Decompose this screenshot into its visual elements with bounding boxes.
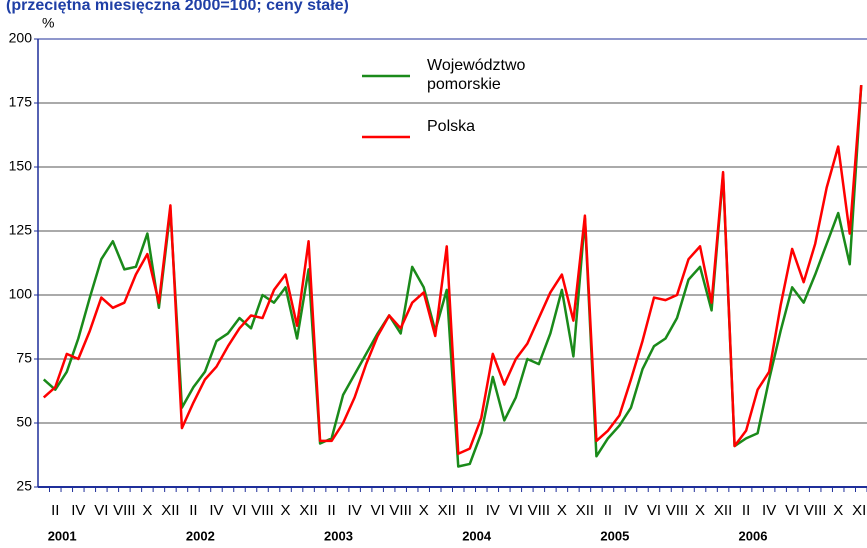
x-tick-label: X (142, 502, 152, 519)
legend-label: Województwo pomorskie (427, 57, 526, 93)
x-tick-label: VIII (804, 502, 827, 519)
x-tick-label: II (327, 502, 335, 519)
x-tick-label: IV (348, 502, 362, 519)
series-line (42, 84, 863, 468)
x-tick-label: VI (647, 502, 661, 519)
y-tick-label: 100 (9, 286, 33, 302)
x-tick-label: X (833, 502, 843, 519)
x-tick-label: VI (371, 502, 385, 519)
y-tick-label: 25 (16, 478, 32, 494)
year-label: 2004 (462, 528, 492, 543)
x-tick-label: VIII (666, 502, 689, 519)
x-tick-label: VI (785, 502, 799, 519)
x-tick-label: VIII (251, 502, 274, 519)
x-tick-label: XII (576, 502, 594, 519)
x-tick-label: II (466, 502, 474, 519)
year-label: 2005 (600, 528, 629, 543)
x-tick-label: IV (762, 502, 776, 519)
x-tick-label: VI (232, 502, 246, 519)
y-axis-label: % (42, 15, 54, 31)
y-tick-label: 125 (9, 222, 33, 238)
x-tick-label: II (51, 502, 59, 519)
x-tick-label: X (281, 502, 291, 519)
x-tick-label: VI (94, 502, 108, 519)
x-tick-label: II (189, 502, 197, 519)
year-label: 2006 (739, 528, 768, 543)
year-label: 2003 (324, 528, 353, 543)
chart-title: (przeciętna miesięczna 2000=100; ceny st… (6, 0, 349, 14)
x-tick-label: XII (714, 502, 732, 519)
x-tick-label: IV (209, 502, 223, 519)
x-tick-label: X (557, 502, 567, 519)
x-tick-label: IV (486, 502, 500, 519)
x-tick-label: VIII (528, 502, 551, 519)
series-line (42, 84, 863, 455)
x-tick-label: IV (624, 502, 638, 519)
y-tick-label: 175 (9, 94, 33, 110)
year-label: 2002 (186, 528, 215, 543)
x-tick-label: XII (438, 502, 456, 519)
x-tick-label: VIII (113, 502, 136, 519)
y-tick-label: 75 (16, 350, 32, 366)
x-tick-label: VI (509, 502, 523, 519)
x-tick-label: IV (71, 502, 85, 519)
x-tick-label: II (604, 502, 612, 519)
x-tick-label: X (695, 502, 705, 519)
x-tick-label: II (742, 502, 750, 519)
x-tick-label: VIII (389, 502, 412, 519)
y-tick-label: 50 (16, 414, 32, 430)
x-tick-label: XII (852, 502, 867, 519)
x-tick-label: XII (161, 502, 179, 519)
x-tick-label: XII (299, 502, 317, 519)
legend-label: Polska (427, 118, 476, 135)
y-tick-label: 200 (9, 30, 33, 46)
y-tick-label: 150 (9, 158, 33, 174)
x-tick-label: X (419, 502, 429, 519)
year-label: 2001 (48, 528, 77, 543)
